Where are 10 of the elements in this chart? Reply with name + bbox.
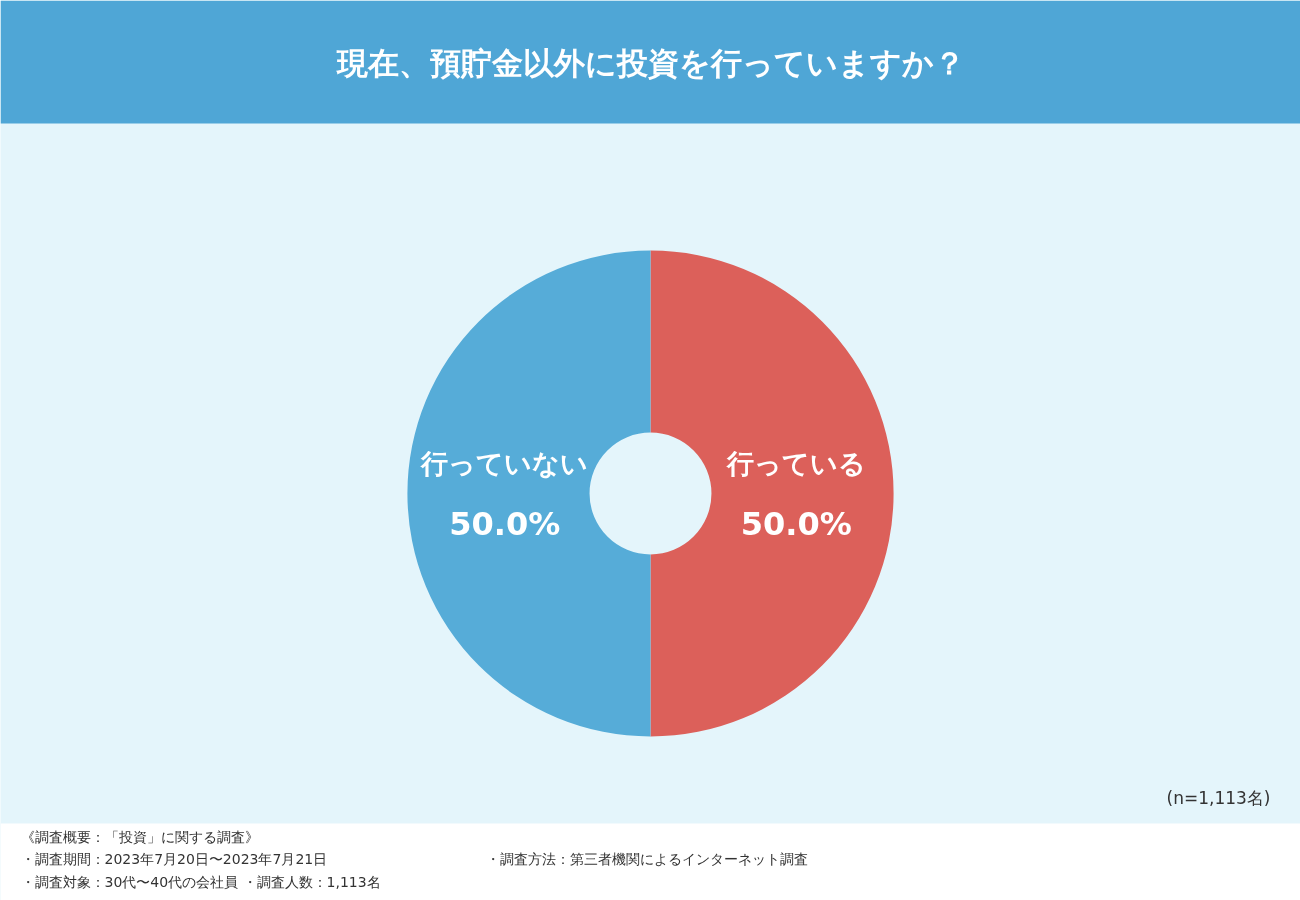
slice-label: 行っていない	[420, 448, 589, 479]
data-label: 50.0%	[449, 504, 561, 543]
text: ・調査期間：2023年7月20日〜2023年7月21日	[20, 850, 328, 867]
text: 《調査概要：「投資」に関する調査》	[20, 828, 259, 845]
text: (n=1,113名)	[1166, 787, 1271, 808]
text: ・調査方法：第三者機関によるインターネット調査	[485, 850, 808, 867]
chart-title: 現在、預貯金以外に投資を行っていますか？	[335, 44, 965, 81]
data-label: 50.0%	[740, 504, 852, 543]
text: ・調査対象：30代〜40代の会社員 ・調査人数：1,113名	[20, 873, 381, 890]
slice-label: 行っている	[725, 448, 866, 479]
